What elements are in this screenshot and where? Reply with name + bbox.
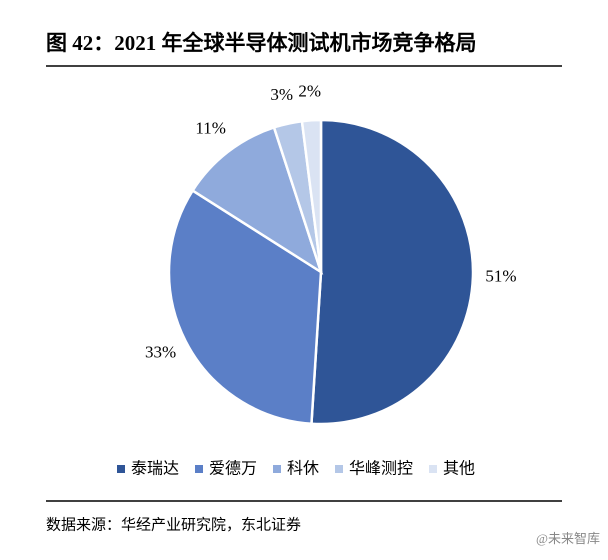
data-label: 11% [195,119,226,138]
pie-slice [310,118,475,426]
legend-swatch [335,465,343,473]
legend-label: 华峰测控 [349,460,413,478]
legend-label: 爱德万 [209,460,257,478]
data-label: 2% [298,81,321,100]
legend-swatch [273,465,281,473]
legend-swatch [195,465,203,473]
data-label: 33% [145,343,176,362]
legend-label: 泰瑞达 [131,460,179,478]
data-label: 3% [270,85,293,104]
watermark: @未来智库 [536,531,600,546]
pie-slice [300,118,323,273]
legend-swatch [117,465,125,473]
pie-slice [190,125,324,275]
chart-title: 图 42：2021 年全球半导体测试机市场竞争格局 [46,31,477,55]
data-label: 51% [485,267,516,286]
legend-label: 其他 [443,460,475,478]
legend-label: 科休 [287,460,319,478]
legend-swatch [429,465,437,473]
source: 数据来源：华经产业研究院，东北证券 [46,515,301,533]
